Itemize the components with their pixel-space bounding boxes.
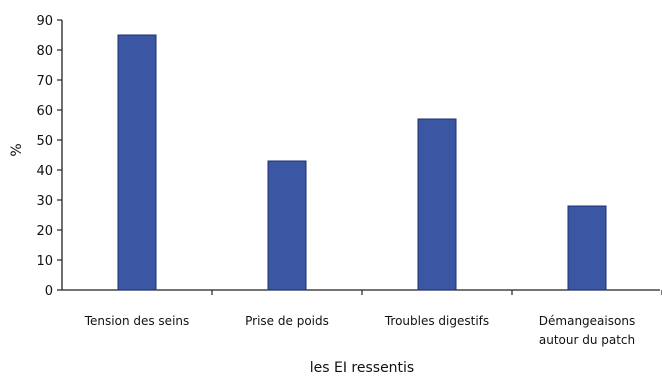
y-tick-label: 70 bbox=[36, 74, 53, 89]
y-tick-label: 60 bbox=[36, 104, 53, 119]
x-tick-label: Troubles digestifs bbox=[384, 314, 489, 328]
y-tick-label: 90 bbox=[36, 14, 53, 29]
bar bbox=[417, 118, 457, 291]
y-tick-label: 50 bbox=[36, 134, 53, 149]
x-tick-label-line: Tension des seins bbox=[84, 314, 190, 328]
x-tick-label-line: Démangeaisons bbox=[539, 314, 635, 328]
x-tick-label: Démangeaisons autour du patch bbox=[539, 314, 635, 347]
x-tick-label-line: autour du patch bbox=[539, 333, 635, 347]
bar bbox=[117, 34, 157, 291]
labels-group: 0 10 20 30 40 50 60 70 80 90 Tension des seins Pris… bbox=[36, 14, 635, 347]
y-axis-title: % bbox=[9, 143, 25, 156]
bars-group bbox=[117, 34, 607, 291]
y-tick-label: 0 bbox=[45, 284, 53, 299]
x-tick-label: Prise de poids bbox=[245, 314, 329, 328]
bar bbox=[567, 205, 607, 291]
x-tick-label: Tension des seins bbox=[84, 314, 190, 328]
x-tick-label-line: Troubles digestifs bbox=[384, 314, 489, 328]
x-axis-title: les EI ressentis bbox=[310, 360, 414, 376]
y-tick-label: 30 bbox=[36, 194, 53, 209]
y-tick-label: 10 bbox=[36, 254, 53, 269]
x-tick-label-line: Prise de poids bbox=[245, 314, 329, 328]
y-tick-label: 40 bbox=[36, 164, 53, 179]
y-tick-label: 20 bbox=[36, 224, 53, 239]
y-tick-label: 80 bbox=[36, 44, 53, 59]
bar bbox=[267, 160, 307, 291]
chart-axes bbox=[57, 19, 662, 295]
